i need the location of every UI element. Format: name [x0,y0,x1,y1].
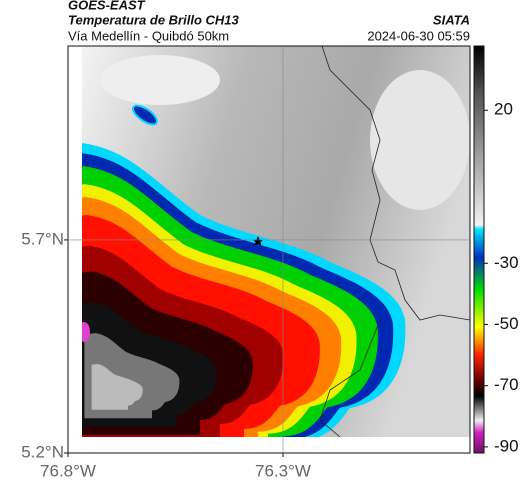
datetime: 2024-06-30 05:59 [367,28,470,43]
x-tick-label: 76.3°W [255,461,311,480]
colorbar-tick-label: -30 [494,253,519,272]
source: GOES-EAST [68,0,146,12]
y-tick-label: 5.7°N [21,229,64,248]
x-tick-label: 76.8°W [40,461,96,480]
imagery [82,46,470,437]
y-tick-label: 5.2°N [21,442,64,461]
colorbar [473,45,485,454]
colorbar-tick-label: -70 [494,375,519,394]
colorbar-tick-label: -90 [494,436,519,455]
colorbar-tick-label: 20 [494,100,513,119]
map-frame [67,45,471,454]
location-marker [252,236,264,246]
subtitle: Vía Medellín - Quibdó 50km [68,28,229,43]
colorbar-tick-label: -50 [494,314,519,333]
org: SIATA [433,12,470,27]
title: Temperatura de Brillo CH13 [68,12,240,27]
